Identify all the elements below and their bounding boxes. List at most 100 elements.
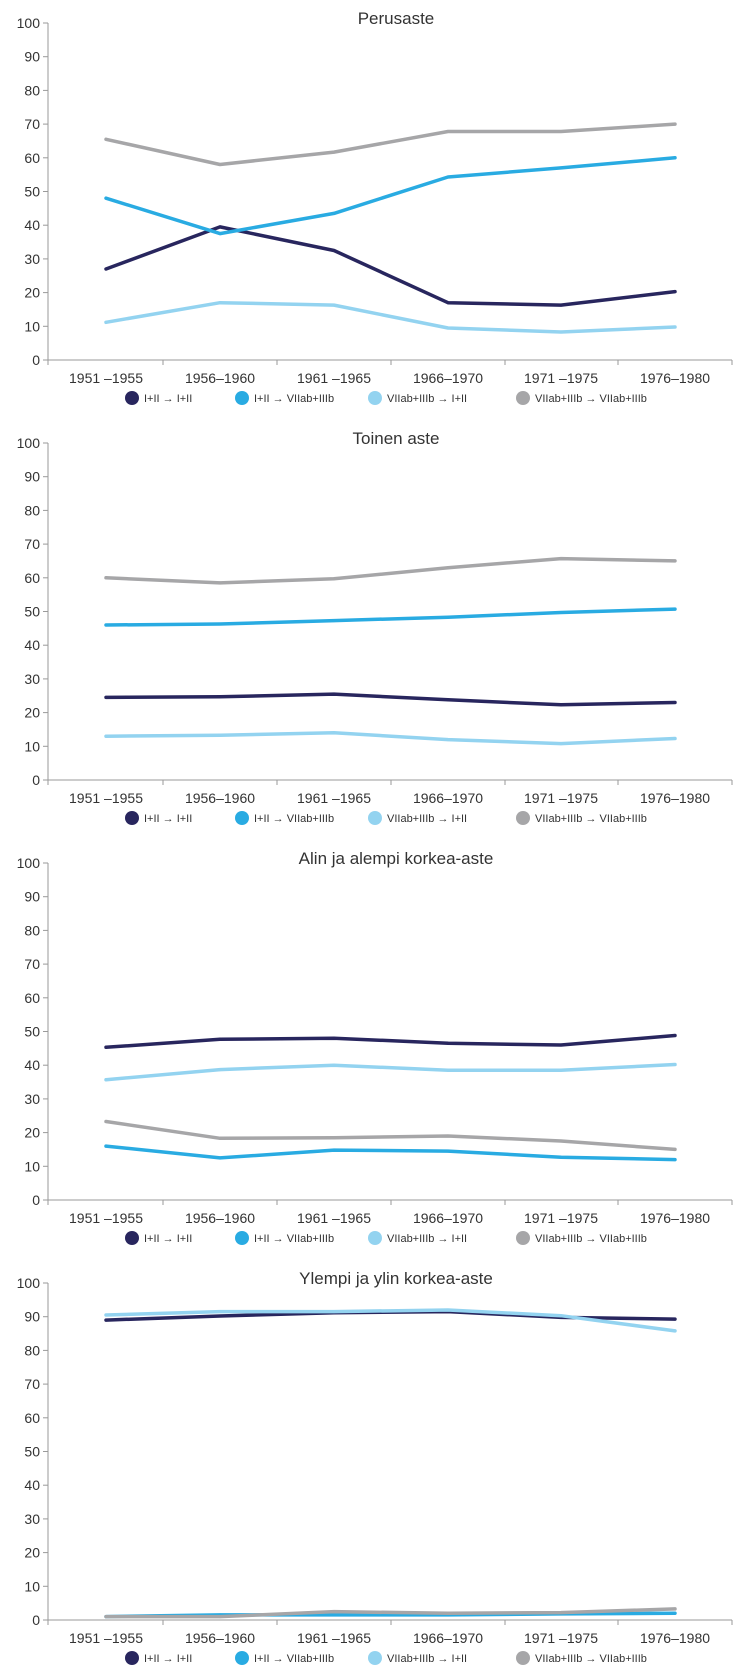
legend-label: VIIab+IIIb → I+II	[387, 393, 467, 405]
x-tick-label: 1966–1970	[413, 790, 483, 806]
chart-title: Alin ja alempi korkea-aste	[299, 849, 494, 868]
data-point	[446, 566, 450, 570]
chart-svg: Ylempi ja ylin korkea-aste 0 10 20 30 40 50 60 7…	[17, 1269, 733, 1665]
y-tick-label: 20	[24, 285, 40, 301]
data-point	[218, 1037, 222, 1041]
y-tick-label: 10	[24, 318, 40, 334]
data-point	[673, 559, 677, 563]
x-tick-label: 1971 –1975	[524, 1210, 598, 1226]
data-point	[673, 1158, 677, 1162]
data-point	[218, 301, 222, 305]
legend-marker	[235, 1231, 249, 1245]
series-line-4	[104, 1119, 677, 1152]
series-line-1	[104, 225, 677, 307]
data-point	[218, 1310, 222, 1314]
y-tick-label: 20	[24, 1125, 40, 1141]
data-point	[446, 698, 450, 702]
y-tick-label: 90	[24, 1309, 40, 1325]
x-tick-label: 1976–1980	[640, 790, 710, 806]
data-point	[332, 1610, 336, 1614]
data-point	[559, 303, 563, 307]
x-tick-label: 1956–1960	[185, 1630, 255, 1646]
chart-svg: Perusaste 0 10 20 30 40 50 60 70 80 90 100 1951 –195…	[17, 9, 733, 405]
legend-label: I+II → VIIab+IIIb	[254, 1653, 334, 1665]
data-point	[218, 225, 222, 229]
data-point	[218, 622, 222, 626]
data-point	[559, 1043, 563, 1047]
y-tick-label: 80	[24, 502, 40, 518]
data-point	[218, 1156, 222, 1160]
data-point	[446, 130, 450, 133]
series-line-4	[104, 122, 677, 167]
legend-label: VIIab+IIIb → VIIab+IIIb	[535, 1653, 647, 1665]
legend-marker	[125, 1231, 139, 1245]
x-tick-label: 1971 –1975	[524, 790, 598, 806]
legend-label: VIIab+IIIb → VIIab+IIIb	[535, 1233, 647, 1245]
data-point	[559, 1139, 563, 1143]
data-point	[446, 738, 450, 742]
data-point	[218, 581, 222, 585]
data-point	[673, 1034, 677, 1037]
data-point	[559, 330, 563, 334]
data-point	[673, 290, 677, 294]
legend-label: I+II → VIIab+IIIb	[254, 393, 334, 405]
y-tick-label: 90	[24, 889, 40, 905]
data-point	[332, 577, 336, 581]
data-point	[673, 737, 677, 740]
chart-title: Ylempi ja ylin korkea-aste	[299, 1269, 493, 1288]
data-point	[104, 137, 108, 141]
data-point	[332, 1036, 336, 1040]
y-tick-label: 60	[24, 570, 40, 586]
legend-label: I+II → VIIab+IIIb	[254, 1233, 334, 1245]
y-tick-label: 80	[24, 922, 40, 938]
data-point	[446, 1611, 450, 1615]
legend-marker	[368, 1231, 382, 1245]
legend-marker	[125, 391, 139, 405]
data-point	[332, 1613, 336, 1617]
data-point	[104, 576, 108, 580]
y-tick-label: 10	[24, 738, 40, 754]
legend-marker	[516, 811, 530, 825]
data-point	[559, 703, 563, 707]
data-point	[104, 1318, 108, 1322]
x-tick-label: 1976–1980	[640, 1630, 710, 1646]
y-tick-label: 0	[32, 352, 40, 368]
chart-title: Toinen aste	[353, 429, 440, 448]
legend-marker	[235, 391, 249, 405]
data-point	[332, 1148, 336, 1152]
data-point	[446, 1041, 450, 1045]
x-tick-label: 1951 –1955	[69, 1630, 143, 1646]
y-tick-label: 100	[17, 435, 41, 451]
y-tick-label: 70	[24, 956, 40, 972]
data-point	[104, 1313, 108, 1317]
data-point	[332, 1063, 336, 1067]
data-point	[332, 692, 336, 696]
series-line-3	[104, 1308, 677, 1333]
x-tick-label: 1961 –1965	[297, 370, 371, 386]
x-tick-label: 1956–1960	[185, 1210, 255, 1226]
y-tick-label: 30	[24, 1091, 40, 1107]
legend-marker	[368, 811, 382, 825]
data-point	[673, 1063, 677, 1066]
data-point	[559, 130, 563, 133]
x-tick-label: 1961 –1965	[297, 790, 371, 806]
x-tick-label: 1976–1980	[640, 370, 710, 386]
chart-2: Toinen aste 0 10 20 30 40 50 60 70 80 90 100 1951 –1…	[0, 420, 741, 840]
chart-1: Perusaste 0 10 20 30 40 50 60 70 80 90 100 1951 –195…	[0, 0, 741, 420]
y-tick-label: 90	[24, 49, 40, 65]
data-point	[332, 619, 336, 623]
y-tick-label: 90	[24, 469, 40, 485]
y-tick-label: 100	[17, 1275, 41, 1291]
data-point	[332, 731, 336, 735]
data-point	[559, 611, 563, 614]
data-point	[104, 1144, 108, 1148]
legend-marker	[516, 1231, 530, 1245]
data-point	[104, 695, 108, 699]
chart-svg: Toinen aste 0 10 20 30 40 50 60 70 80 90 100 1951 –1…	[17, 429, 733, 825]
chart-svg: Alin ja alempi korkea-aste 0 10 20 30 40 50 60 7…	[17, 849, 733, 1245]
y-tick-label: 60	[24, 990, 40, 1006]
data-point	[673, 1317, 677, 1321]
y-tick-label: 50	[24, 1024, 40, 1040]
y-tick-label: 50	[24, 604, 40, 620]
data-point	[104, 1045, 108, 1049]
